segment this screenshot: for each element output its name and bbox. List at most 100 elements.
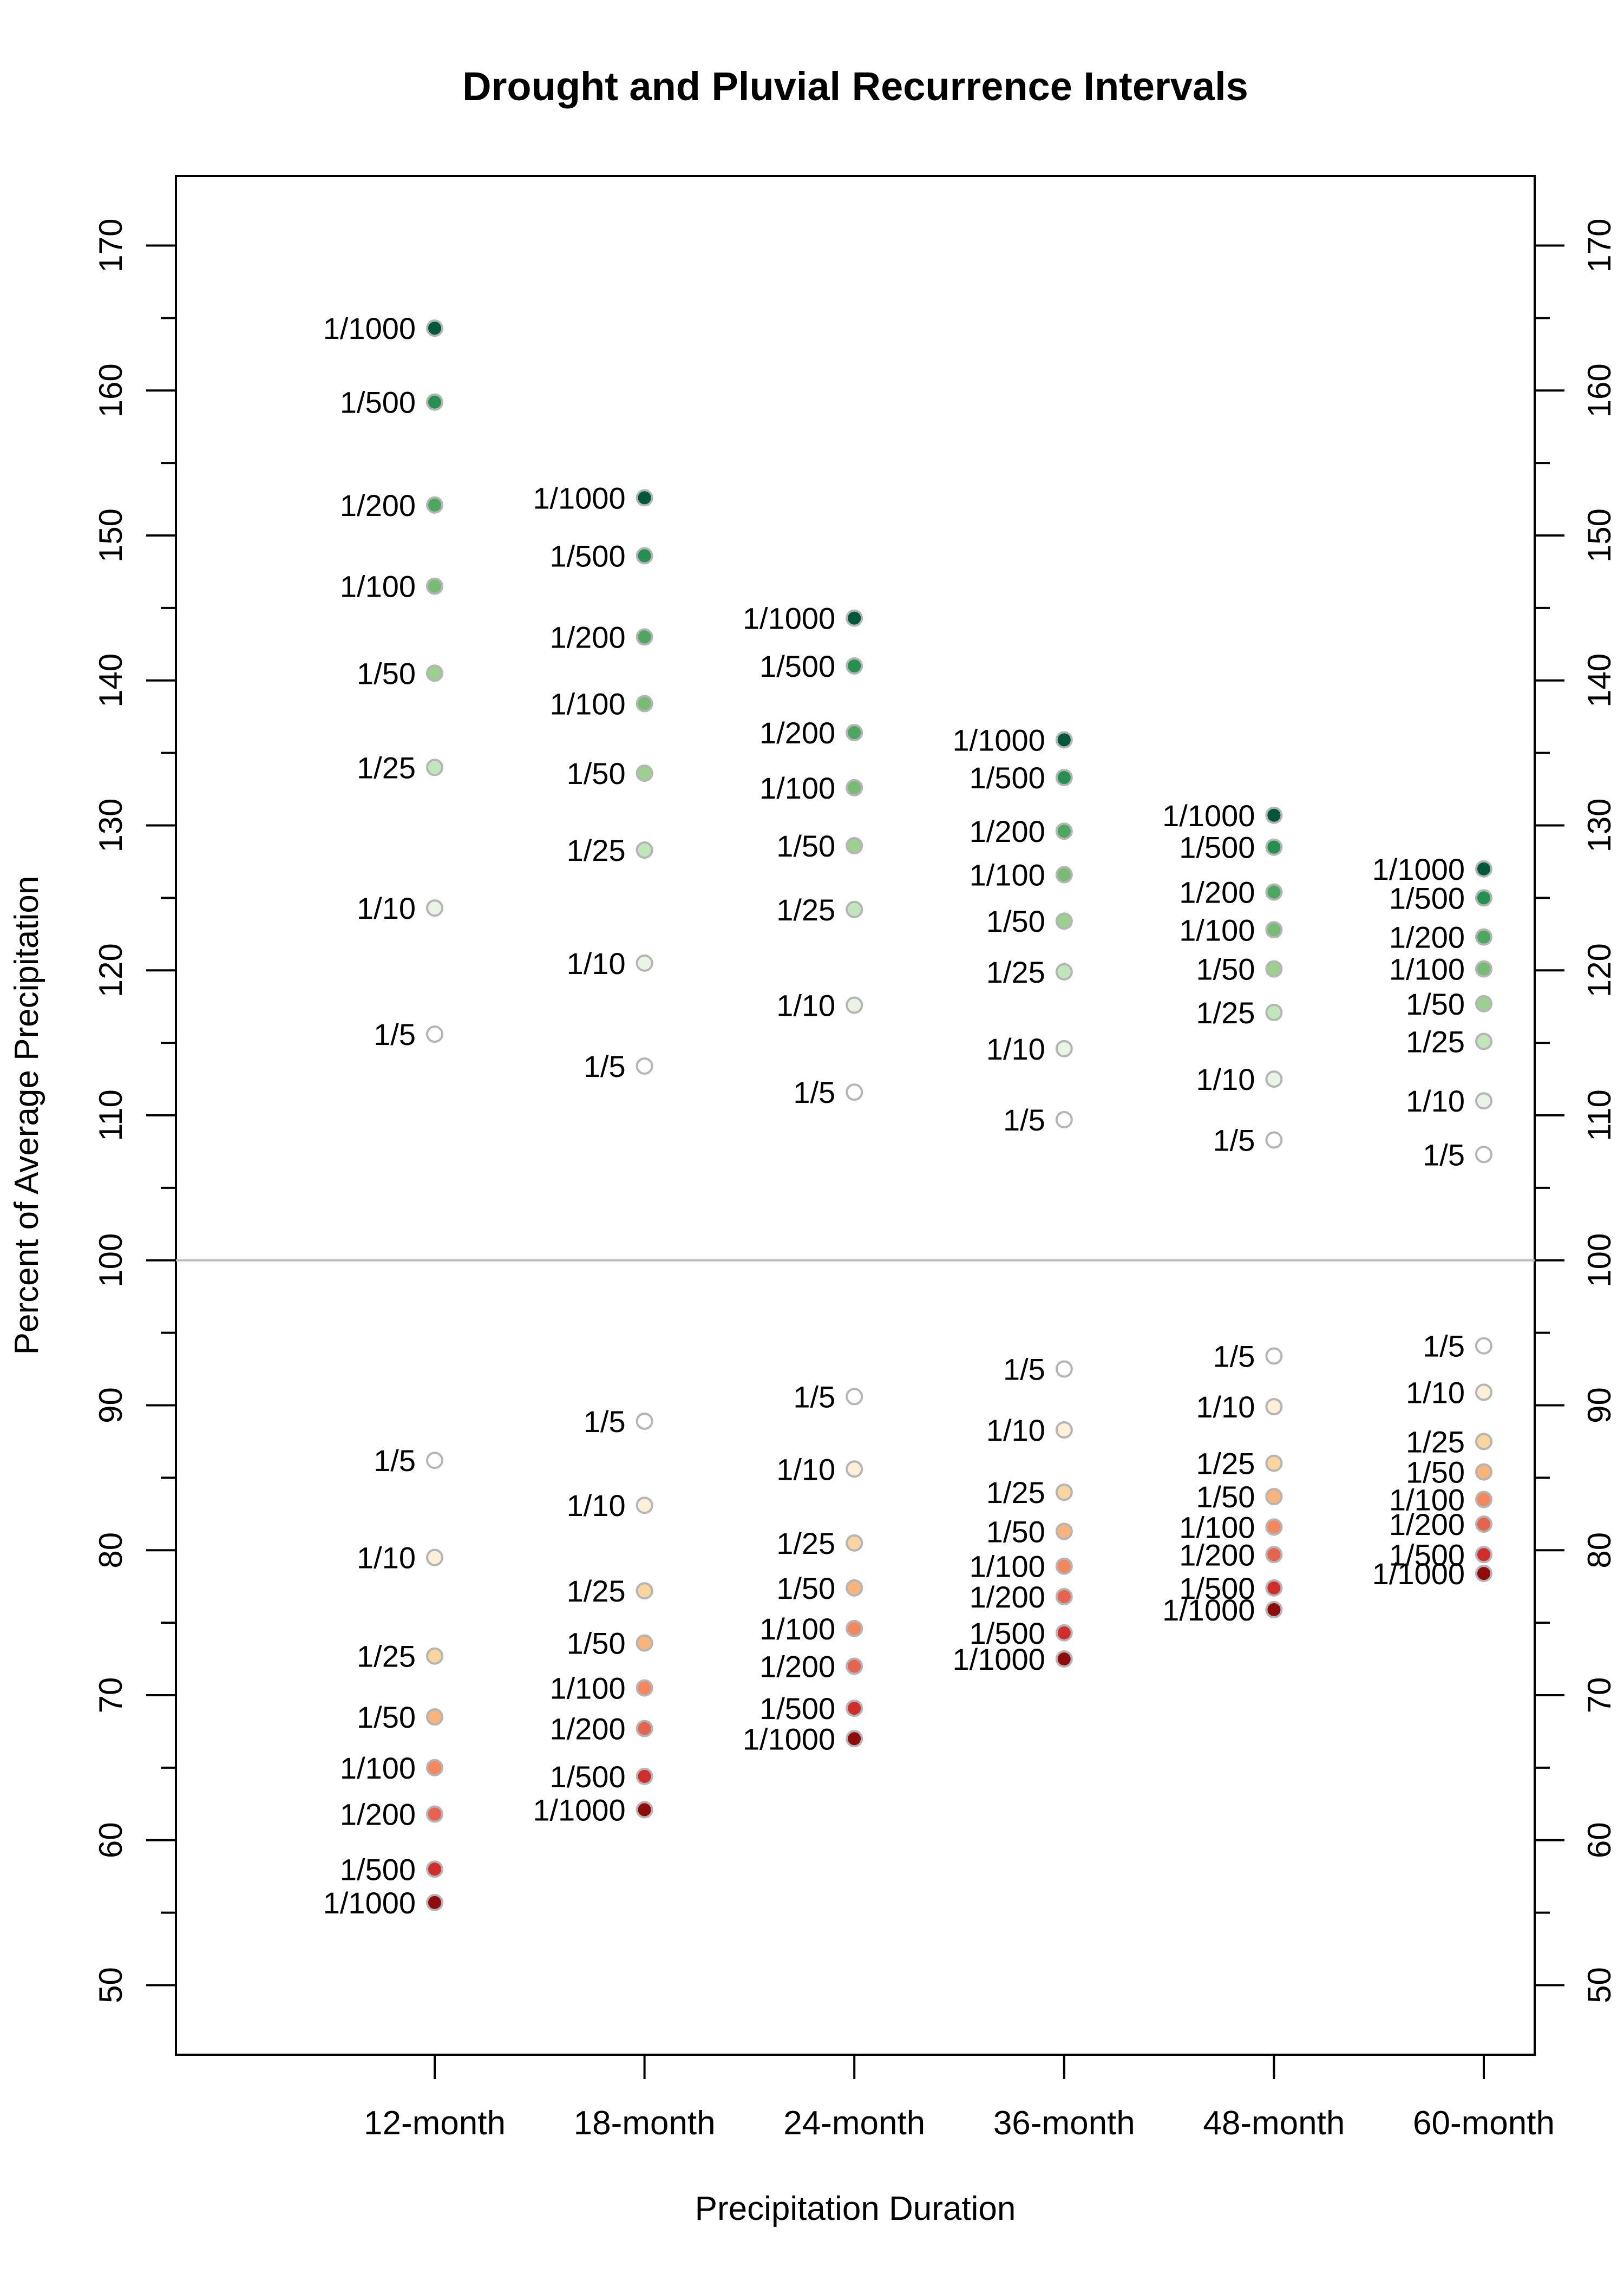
drought-point xyxy=(426,1452,443,1469)
drought-point-label: 1/10 xyxy=(986,1413,1045,1447)
drought-point-label: 1/200 xyxy=(970,1580,1045,1614)
pluvial-point xyxy=(1475,860,1492,878)
drought-point xyxy=(426,1759,443,1776)
pluvial-point-label: 1/10 xyxy=(1196,1062,1255,1096)
data-points: 1/10001/5001/2001/1001/501/251/101/51/10… xyxy=(323,311,1492,1920)
drought-point xyxy=(636,1497,653,1514)
drought-point xyxy=(636,1801,653,1819)
pluvial-point xyxy=(1475,1146,1492,1164)
pluvial-point-label: 1/50 xyxy=(357,656,416,690)
y-tick-label-left: 130 xyxy=(93,798,129,852)
pluvial-point-label: 1/200 xyxy=(759,716,835,750)
pluvial-point xyxy=(846,779,863,796)
x-tick-label: 12-month xyxy=(364,2105,506,2142)
pluvial-point xyxy=(1055,866,1073,884)
pluvial-point xyxy=(1055,1111,1073,1129)
pluvial-point-label: 1/100 xyxy=(1179,913,1255,947)
drought-point-label: 1/100 xyxy=(1389,1483,1465,1517)
drought-point xyxy=(636,1720,653,1737)
pluvial-point-label: 1/500 xyxy=(1179,831,1255,865)
drought-point xyxy=(1475,1515,1492,1533)
pluvial-point xyxy=(1265,1131,1283,1149)
pluvial-point xyxy=(636,1057,653,1075)
y-tick-label-right: 90 xyxy=(1581,1387,1618,1423)
drought-point xyxy=(1265,1601,1283,1619)
pluvial-point-label: 1/10 xyxy=(776,989,835,1023)
drought-point xyxy=(1055,1522,1073,1540)
drought-point-label: 1/100 xyxy=(1179,1510,1255,1544)
drought-point-label: 1/10 xyxy=(1406,1375,1465,1409)
pluvial-point xyxy=(846,609,863,627)
pluvial-point xyxy=(1055,822,1073,840)
drought-point xyxy=(426,1805,443,1823)
drought-point-label: 1/5 xyxy=(1003,1352,1045,1387)
pluvial-point-label: 1/25 xyxy=(1196,996,1255,1030)
drought-point-label: 1/5 xyxy=(584,1404,626,1439)
pluvial-point xyxy=(636,764,653,782)
drought-point xyxy=(1475,1463,1492,1481)
pluvial-point-label: 1/200 xyxy=(970,814,1045,848)
pluvial-point-label: 1/100 xyxy=(549,687,625,721)
pluvial-point xyxy=(636,489,653,507)
drought-point-label: 1/200 xyxy=(1389,1507,1465,1541)
pluvial-point xyxy=(426,664,443,682)
y-tick-label-left: 80 xyxy=(93,1532,129,1569)
drought-point xyxy=(1265,1454,1283,1472)
drought-point xyxy=(426,1548,443,1566)
drought-point-label: 1/10 xyxy=(1196,1390,1255,1424)
pluvial-point xyxy=(1265,960,1283,978)
pluvial-point xyxy=(636,695,653,713)
y-tick-label-left: 70 xyxy=(93,1677,129,1714)
drought-point xyxy=(636,1634,653,1652)
drought-point-label: 1/50 xyxy=(986,1514,1045,1548)
pluvial-point xyxy=(426,899,443,917)
drought-point xyxy=(846,1700,863,1717)
y-tick-label-right: 50 xyxy=(1581,1967,1618,2003)
drought-point-label: 1/1000 xyxy=(953,1642,1045,1676)
x-axis: 12-month 18-month 24-month 36-month 48-month… xyxy=(364,2055,1555,2142)
drought-point-label: 1/500 xyxy=(759,1691,835,1726)
drought-point-label: 1/500 xyxy=(340,1852,416,1886)
pluvial-point xyxy=(846,996,863,1014)
pluvial-point xyxy=(1055,963,1073,981)
pluvial-point-label: 1/25 xyxy=(776,893,835,927)
pluvial-point-label: 1/100 xyxy=(759,771,835,805)
drought-point-label: 1/10 xyxy=(357,1541,416,1575)
pluvial-point xyxy=(1265,1070,1283,1088)
pluvial-point-label: 1/25 xyxy=(567,833,626,867)
y-tick-label-left: 120 xyxy=(93,943,129,997)
drought-point-label: 1/50 xyxy=(1196,1480,1255,1514)
drought-point xyxy=(846,1619,863,1637)
pluvial-point xyxy=(1475,1092,1492,1110)
drought-point xyxy=(1265,1546,1283,1564)
pluvial-point-label: 1/100 xyxy=(340,570,416,604)
pluvial-point-label: 1/10 xyxy=(357,891,416,925)
pluvial-point xyxy=(1475,1033,1492,1050)
pluvial-point-label: 1/100 xyxy=(1389,952,1465,986)
pluvial-point-label: 1/50 xyxy=(1196,952,1255,986)
drought-point-label: 1/200 xyxy=(549,1712,625,1746)
x-tick-label: 18-month xyxy=(574,2105,716,2142)
drought-point xyxy=(1475,1433,1492,1450)
pluvial-point-label: 1/1000 xyxy=(533,481,625,515)
drought-point xyxy=(426,1893,443,1911)
drought-point xyxy=(1475,1383,1492,1401)
pluvial-point-label: 1/25 xyxy=(357,750,416,785)
pluvial-point-label: 1/50 xyxy=(1406,987,1465,1021)
pluvial-point xyxy=(636,547,653,565)
y-tick-label-right: 100 xyxy=(1581,1233,1618,1288)
drought-point xyxy=(1055,1484,1073,1501)
drought-point xyxy=(426,1860,443,1878)
pluvial-point-label: 1/200 xyxy=(1179,875,1255,910)
pluvial-point-label: 1/1000 xyxy=(743,602,835,636)
drought-point-label: 1/25 xyxy=(1196,1447,1255,1481)
drought-point xyxy=(846,1730,863,1748)
pluvial-point xyxy=(426,577,443,595)
pluvial-point-label: 1/5 xyxy=(584,1049,626,1083)
y-tick-label-left: 150 xyxy=(93,508,129,563)
y-tick-label-left: 170 xyxy=(93,218,129,272)
drought-point-label: 1/1000 xyxy=(1162,1593,1255,1627)
right-y-axis: 50 60 70 80 90 100 110 120 130 140 150 160 170 xyxy=(1535,218,1618,2003)
drought-point-label: 1/1000 xyxy=(743,1722,835,1756)
drought-point xyxy=(1265,1347,1283,1365)
